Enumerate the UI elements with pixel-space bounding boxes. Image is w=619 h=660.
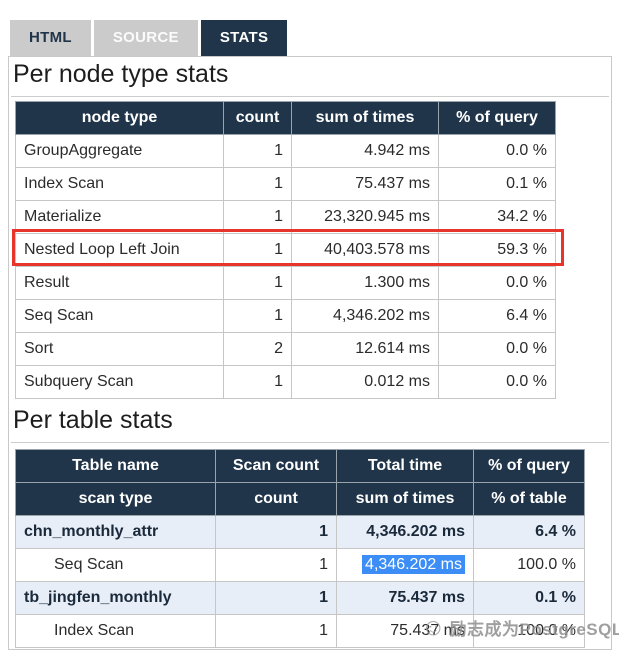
pct-cell: 100.0 % bbox=[473, 614, 585, 648]
col-count: count bbox=[223, 101, 292, 135]
table-header-row: node type count sum of times % of query bbox=[15, 101, 556, 135]
pct-cell: 59.3 % bbox=[438, 233, 556, 267]
time-cell: 4,346.202 ms bbox=[336, 515, 474, 549]
sum-cell: 4,346.202 ms bbox=[291, 299, 439, 333]
tab-stats[interactable]: STATS bbox=[200, 20, 288, 56]
pct-cell: 0.0 % bbox=[438, 365, 556, 399]
sum-cell: 75.437 ms bbox=[291, 167, 439, 201]
table-stats-title: Per table stats bbox=[11, 403, 609, 443]
per-table-stats-table: Table name Scan count Total time % of qu… bbox=[15, 449, 585, 648]
table-name-row: tb_jingfen_monthly 1 75.437 ms 0.1 % bbox=[15, 581, 585, 615]
node-type-stats-table: node type count sum of times % of query … bbox=[15, 101, 556, 399]
node-type-cell: Subquery Scan bbox=[15, 365, 224, 399]
count-cell: 1 bbox=[215, 581, 337, 615]
node-type-cell: Materialize bbox=[15, 200, 224, 234]
pct-cell: 100.0 % bbox=[473, 548, 585, 582]
col-count: count bbox=[215, 482, 337, 516]
count-cell: 1 bbox=[223, 233, 292, 267]
sum-cell: 1.300 ms bbox=[291, 266, 439, 300]
table-row: Sort 2 12.614 ms 0.0 % bbox=[15, 332, 556, 366]
col-sum-of-times: sum of times bbox=[291, 101, 439, 135]
table-row: GroupAggregate 1 4.942 ms 0.0 % bbox=[15, 134, 556, 168]
count-cell: 1 bbox=[215, 515, 337, 549]
sum-cell: 12.614 ms bbox=[291, 332, 439, 366]
table-name-cell: chn_monthly_attr bbox=[15, 515, 216, 549]
count-cell: 1 bbox=[223, 134, 292, 168]
pct-cell: 6.4 % bbox=[438, 299, 556, 333]
count-cell: 2 bbox=[223, 332, 292, 366]
table-header-row: Table name Scan count Total time % of qu… bbox=[15, 449, 585, 483]
node-type-cell: Nested Loop Left Join bbox=[15, 233, 224, 267]
node-type-cell: GroupAggregate bbox=[15, 134, 224, 168]
pct-cell: 0.1 % bbox=[438, 167, 556, 201]
col-scan-type: scan type bbox=[15, 482, 216, 516]
col-pct-of-table: % of table bbox=[473, 482, 585, 516]
table-row: Seq Scan 1 4,346.202 ms 6.4 % bbox=[15, 299, 556, 333]
sum-cell: 40,403.578 ms bbox=[291, 233, 439, 267]
tab-html[interactable]: HTML bbox=[10, 20, 91, 56]
table-row: Subquery Scan 1 0.012 ms 0.0 % bbox=[15, 365, 556, 399]
count-cell: 1 bbox=[215, 614, 337, 648]
scan-type-row: Index Scan 1 75.437 ms 100.0 % bbox=[15, 614, 585, 648]
selected-text: 4,346.202 ms bbox=[362, 555, 465, 574]
node-type-cell: Sort bbox=[15, 332, 224, 366]
col-scan-count: Scan count bbox=[215, 449, 337, 483]
tab-source[interactable]: SOURCE bbox=[93, 20, 198, 56]
pct-cell: 0.0 % bbox=[438, 266, 556, 300]
node-type-cell: Seq Scan bbox=[15, 299, 224, 333]
sum-cell: 0.012 ms bbox=[291, 365, 439, 399]
scan-type-row: Seq Scan 1 4,346.202 ms 100.0 % bbox=[15, 548, 585, 582]
table-row: Result 1 1.300 ms 0.0 % bbox=[15, 266, 556, 300]
pct-cell: 0.0 % bbox=[438, 134, 556, 168]
node-type-cell: Result bbox=[15, 266, 224, 300]
table-row-highlighted: Nested Loop Left Join 1 40,403.578 ms 59… bbox=[15, 233, 556, 267]
sum-cell: 23,320.945 ms bbox=[291, 200, 439, 234]
time-cell-selected: 4,346.202 ms bbox=[336, 548, 474, 582]
table-name-row: chn_monthly_attr 1 4,346.202 ms 6.4 % bbox=[15, 515, 585, 549]
node-type-cell: Index Scan bbox=[15, 167, 224, 201]
table-name-cell: tb_jingfen_monthly bbox=[15, 581, 216, 615]
count-cell: 1 bbox=[215, 548, 337, 582]
table-subheader-row: scan type count sum of times % of table bbox=[15, 482, 585, 516]
node-stats-title: Per node type stats bbox=[11, 57, 609, 97]
sum-cell: 4.942 ms bbox=[291, 134, 439, 168]
time-cell: 75.437 ms bbox=[336, 581, 474, 615]
pct-cell: 34.2 % bbox=[438, 200, 556, 234]
pct-cell: 0.1 % bbox=[473, 581, 585, 615]
pct-cell: 0.0 % bbox=[438, 332, 556, 366]
stats-panel: Per node type stats node type count sum … bbox=[8, 56, 619, 650]
view-tabbar: HTML SOURCE STATS bbox=[10, 20, 288, 56]
table-row: Index Scan 1 75.437 ms 0.1 % bbox=[15, 167, 556, 201]
count-cell: 1 bbox=[223, 167, 292, 201]
time-cell: 75.437 ms bbox=[336, 614, 474, 648]
count-cell: 1 bbox=[223, 266, 292, 300]
col-total-time: Total time bbox=[336, 449, 474, 483]
count-cell: 1 bbox=[223, 299, 292, 333]
col-node-type: node type bbox=[15, 101, 224, 135]
col-pct-of-query: % of query bbox=[473, 449, 585, 483]
count-cell: 1 bbox=[223, 365, 292, 399]
col-pct-of-query: % of query bbox=[438, 101, 556, 135]
table-row: Materialize 1 23,320.945 ms 34.2 % bbox=[15, 200, 556, 234]
col-table-name: Table name bbox=[15, 449, 216, 483]
pct-cell: 6.4 % bbox=[473, 515, 585, 549]
scan-type-cell: Seq Scan bbox=[15, 548, 216, 582]
count-cell: 1 bbox=[223, 200, 292, 234]
scan-type-cell: Index Scan bbox=[15, 614, 216, 648]
col-sum-of-times: sum of times bbox=[336, 482, 474, 516]
